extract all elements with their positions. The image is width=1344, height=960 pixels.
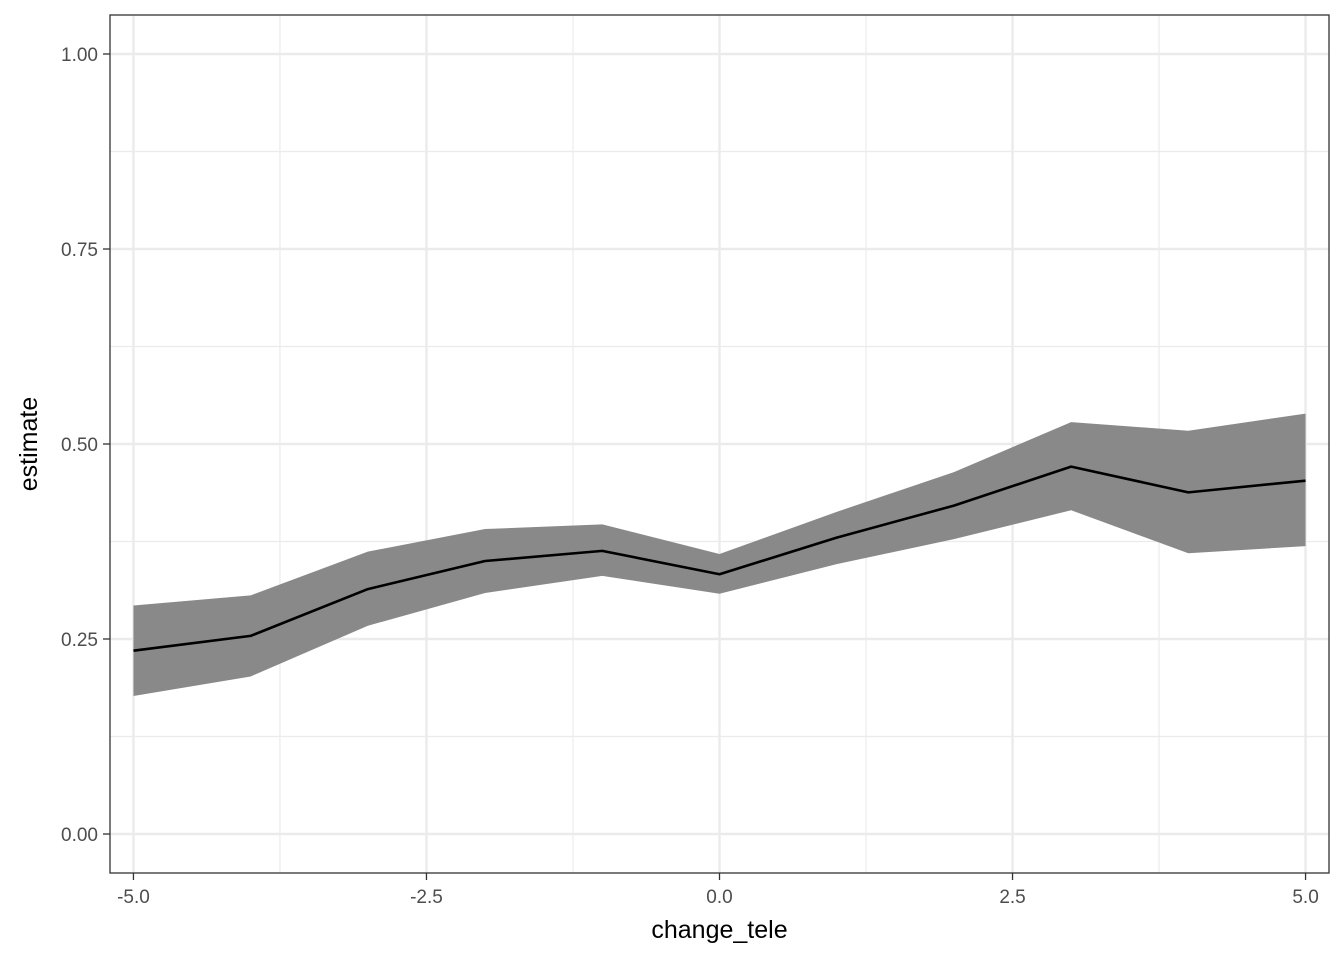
x-tick-label: 5.0 bbox=[1292, 887, 1318, 908]
x-tick-label: 2.5 bbox=[999, 887, 1025, 908]
x-axis-title: change_tele bbox=[651, 916, 787, 944]
x-tick-label: -2.5 bbox=[410, 887, 443, 908]
y-axis-ticks: 0.00 0.25 0.50 0.75 1.00 bbox=[61, 45, 110, 846]
confidence-band-layer bbox=[133, 413, 1306, 696]
y-tick-label: 0.25 bbox=[61, 630, 98, 651]
x-axis-ticks: -5.0 -2.5 0.0 2.5 5.0 bbox=[117, 873, 1319, 908]
y-tick-label: 0.50 bbox=[61, 435, 98, 456]
y-axis-title: estimate bbox=[15, 397, 43, 491]
y-tick-label: 0.00 bbox=[61, 825, 98, 846]
y-tick-label: 1.00 bbox=[61, 45, 98, 66]
confidence-band bbox=[133, 413, 1306, 696]
estimate-line-layer bbox=[133, 465, 1306, 652]
grid-major bbox=[110, 15, 1329, 873]
x-tick-label: 0.0 bbox=[706, 887, 732, 908]
x-tick-label: -5.0 bbox=[117, 887, 150, 908]
y-tick-label: 0.75 bbox=[61, 240, 98, 261]
estimate-line bbox=[133, 465, 1306, 652]
